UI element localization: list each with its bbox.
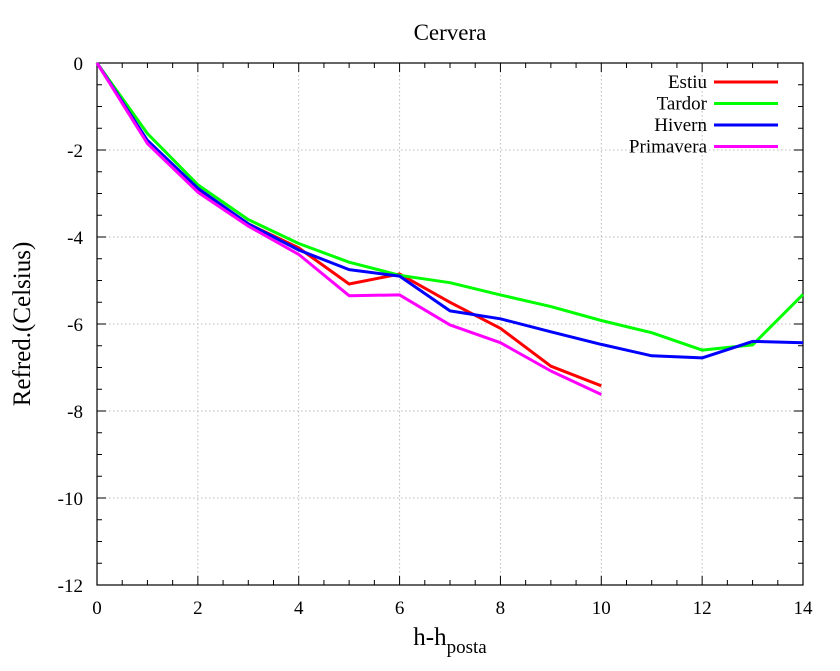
y-tick-label: -2 [67,141,83,162]
ticks: 0 2 4 6 8 10 12 14 0 -2 -4 -6 -8 -10 -12 [58,54,813,619]
y-tick-label: -4 [67,228,83,249]
y-axis-label: Refred.(Celsius) [9,242,36,407]
y-tick-label: -10 [58,489,83,510]
y-tick-label: 0 [74,54,84,75]
x-tick-label: 2 [193,598,203,619]
x-tick-label: 8 [496,598,506,619]
chart-title: Cervera [414,20,487,45]
legend-label-hivern: Hivern [654,115,707,136]
x-tick-label: 6 [395,598,405,619]
legend-label-tardor: Tardor [657,94,708,115]
series-lines [95,62,805,396]
y-tick-label: -12 [58,576,83,597]
x-tick-label: 10 [592,598,611,619]
x-tick-label: 0 [92,598,102,619]
series-line-primavera [95,62,602,396]
x-tick-label: 14 [794,598,814,619]
x-axis-label-main: h-h [413,624,447,651]
x-axis-label-subscript: posta [447,637,488,658]
legend-label-estiu: Estiu [668,72,708,93]
series-line-estiu [95,62,602,388]
y-tick-label: -8 [67,402,83,423]
series-line-hivern [95,62,804,360]
grid [97,63,803,585]
x-axis-label: h-hposta [413,624,487,658]
legend-label-primavera: Primavera [629,137,708,158]
series-line-tardor [95,62,805,352]
x-tick-label: 12 [693,598,712,619]
y-tick-label: -6 [67,315,83,336]
x-tick-label: 4 [294,598,304,619]
